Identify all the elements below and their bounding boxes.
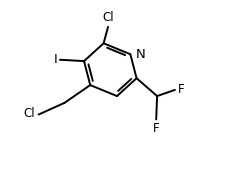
Text: Cl: Cl xyxy=(102,11,113,24)
Text: I: I xyxy=(53,53,57,66)
Text: F: F xyxy=(177,83,184,96)
Text: F: F xyxy=(152,122,159,135)
Text: N: N xyxy=(135,48,144,61)
Text: Cl: Cl xyxy=(24,107,35,120)
